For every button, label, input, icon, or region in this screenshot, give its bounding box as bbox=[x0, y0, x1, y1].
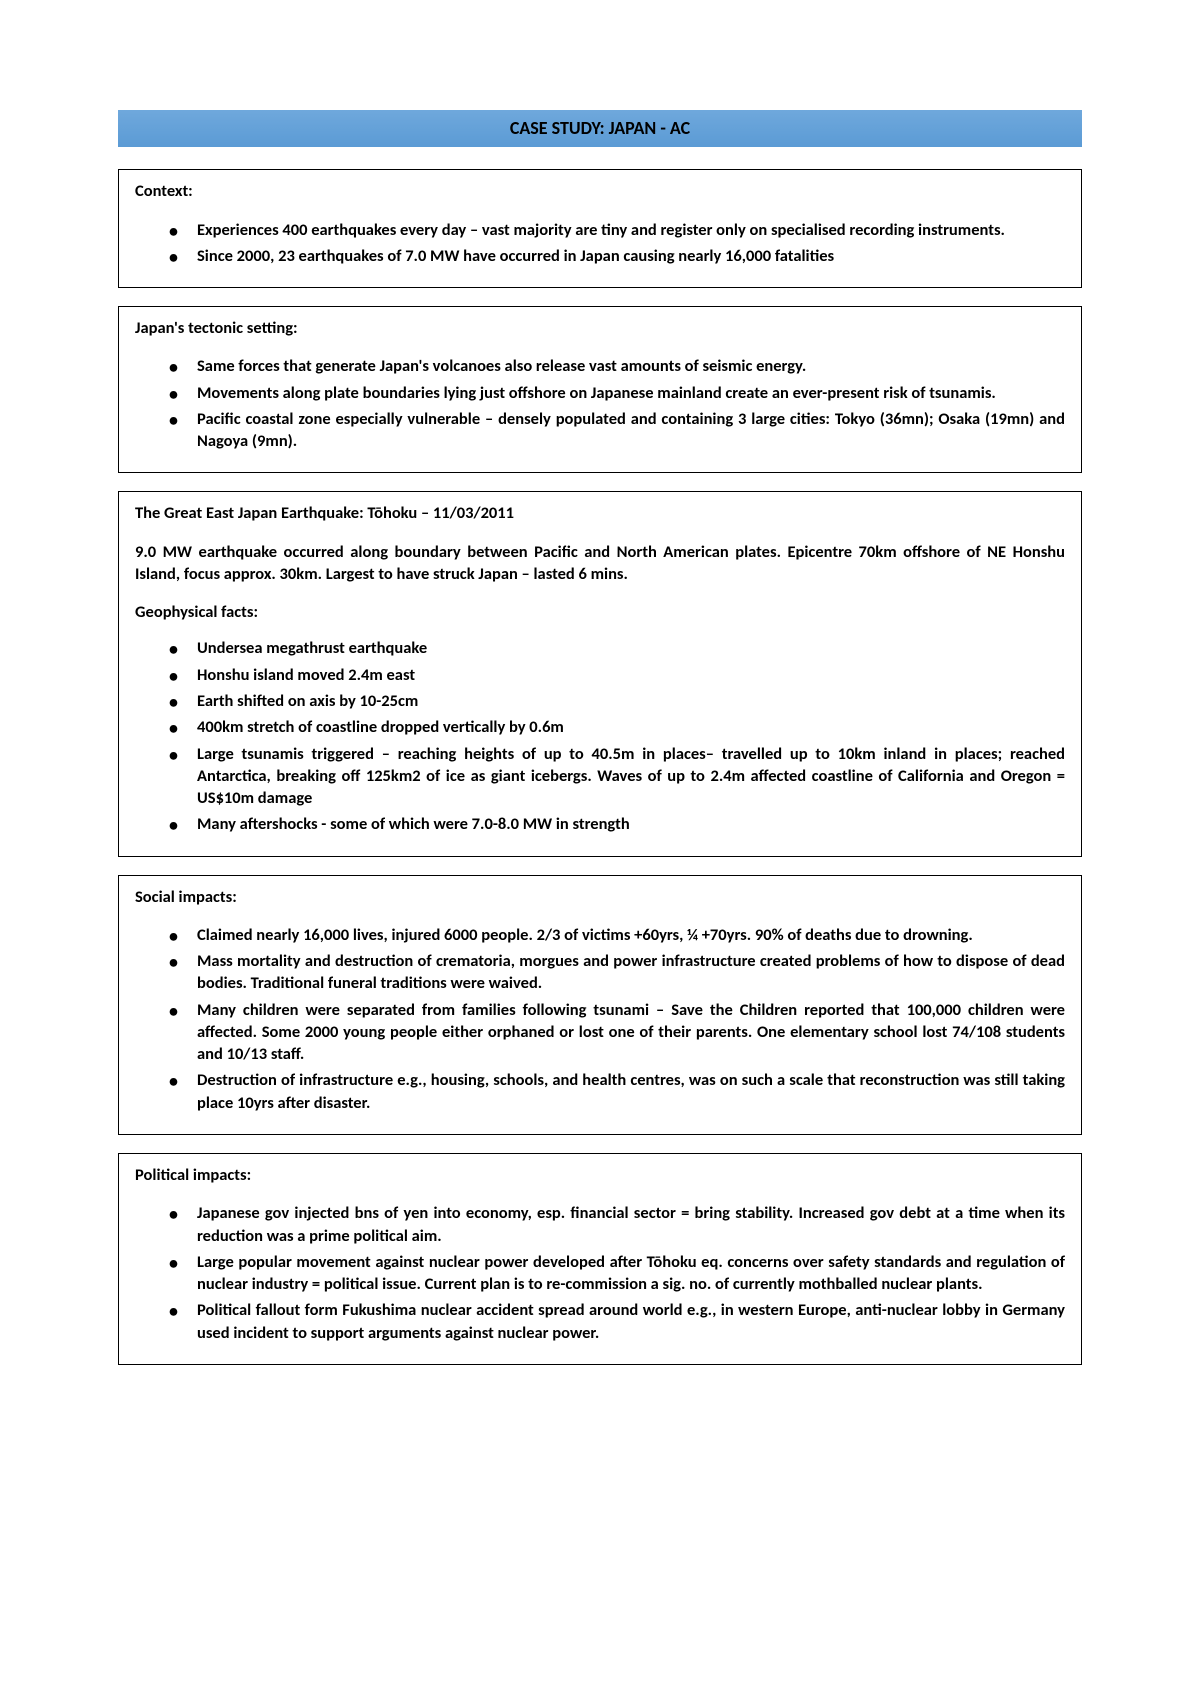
bullet-list: Undersea megathrust earthquake Honshu is… bbox=[135, 637, 1065, 835]
section-heading: Japan's tectonic setting: bbox=[135, 317, 1065, 339]
bullet-list: Experiences 400 earthquakes every day – … bbox=[135, 219, 1065, 268]
list-item: Many aftershocks - some of which were 7.… bbox=[169, 813, 1065, 835]
list-item: Honshu island moved 2.4m east bbox=[169, 664, 1065, 686]
bullet-list: Claimed nearly 16,000 lives, injured 600… bbox=[135, 924, 1065, 1114]
list-item: Since 2000, 23 earthquakes of 7.0 MW hav… bbox=[169, 245, 1065, 267]
section-heading: Political impacts: bbox=[135, 1164, 1065, 1186]
section-social: Social impacts: Claimed nearly 16,000 li… bbox=[118, 875, 1082, 1135]
section-heading: Context: bbox=[135, 180, 1065, 202]
list-item: Movements along plate boundaries lying j… bbox=[169, 382, 1065, 404]
bullet-list: Same forces that generate Japan's volcan… bbox=[135, 355, 1065, 452]
section-tectonic: Japan's tectonic setting: Same forces th… bbox=[118, 306, 1082, 473]
bullet-list: Japanese gov injected bns of yen into ec… bbox=[135, 1202, 1065, 1344]
list-item: Claimed nearly 16,000 lives, injured 600… bbox=[169, 924, 1065, 946]
list-item: Many children were separated from famili… bbox=[169, 999, 1065, 1066]
list-item: Mass mortality and destruction of cremat… bbox=[169, 950, 1065, 995]
list-item: Political fallout form Fukushima nuclear… bbox=[169, 1299, 1065, 1344]
section-tohoku: The Great East Japan Earthquake: Tōhoku … bbox=[118, 491, 1082, 856]
section-context: Context: Experiences 400 earthquakes eve… bbox=[118, 169, 1082, 288]
list-item: Experiences 400 earthquakes every day – … bbox=[169, 219, 1065, 241]
section-heading: The Great East Japan Earthquake: Tōhoku … bbox=[135, 502, 1065, 524]
list-item: Large popular movement against nuclear p… bbox=[169, 1251, 1065, 1296]
list-item: Same forces that generate Japan's volcan… bbox=[169, 355, 1065, 377]
section-political: Political impacts: Japanese gov injected… bbox=[118, 1153, 1082, 1365]
page-title: CASE STUDY: JAPAN - AC bbox=[118, 110, 1082, 147]
list-item: Destruction of infrastructure e.g., hous… bbox=[169, 1069, 1065, 1114]
section-paragraph: 9.0 MW earthquake occurred along boundar… bbox=[135, 541, 1065, 586]
list-item: Large tsunamis triggered – reaching heig… bbox=[169, 743, 1065, 810]
list-item: Earth shifted on axis by 10-25cm bbox=[169, 690, 1065, 712]
section-subheading: Geophysical facts: bbox=[135, 601, 1065, 623]
list-item: Undersea megathrust earthquake bbox=[169, 637, 1065, 659]
list-item: Japanese gov injected bns of yen into ec… bbox=[169, 1202, 1065, 1247]
section-heading: Social impacts: bbox=[135, 886, 1065, 908]
list-item: Pacific coastal zone especially vulnerab… bbox=[169, 408, 1065, 453]
list-item: 400km stretch of coastline dropped verti… bbox=[169, 716, 1065, 738]
